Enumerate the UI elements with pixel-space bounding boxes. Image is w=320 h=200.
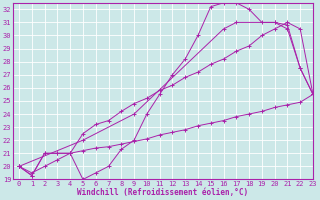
X-axis label: Windchill (Refroidissement éolien,°C): Windchill (Refroidissement éolien,°C): [77, 188, 248, 197]
